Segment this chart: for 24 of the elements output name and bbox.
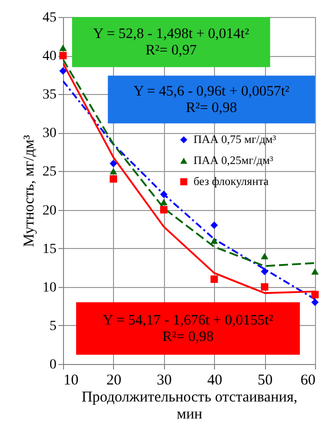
x-axis-title: Продолжительность отстаивания, мин	[82, 390, 298, 422]
y-tick-label: 40	[42, 49, 56, 64]
y-tick-label: 15	[42, 242, 56, 257]
x-tick-label: 10	[64, 372, 78, 388]
y-tick-label: 25	[42, 164, 56, 180]
x-tick-label: 60	[300, 372, 316, 388]
legend-label: ПАА 0,25мг/дм³	[194, 154, 274, 167]
y-tick-label: 20	[42, 203, 56, 218]
annotation: Y = 54,17 - 1,676t + 0,0155t² R²= 0,98	[102, 312, 274, 346]
y-tick-label: 10	[42, 280, 56, 296]
y-tick-label: 0	[50, 358, 56, 372]
y-tick-label: 5	[50, 318, 56, 334]
x-tick-label: 50	[258, 372, 273, 388]
legend-label: без флокулянта	[194, 176, 269, 188]
y-tick-label: 30	[42, 126, 56, 142]
x-tick-label: 40	[207, 372, 222, 388]
y-axis-title: Мутность, мг/дм³	[22, 134, 38, 247]
y-tick-label: 45	[42, 10, 56, 26]
x-tick-label: 30	[156, 372, 172, 388]
annotation: Y = 45,6 - 0,96t + 0,0057t² R²= 0,98	[133, 84, 290, 116]
legend-label: ПАА 0,75 мг/дм³	[194, 134, 277, 146]
y-tick-label: 35	[42, 88, 56, 103]
x-tick-label: 20	[106, 372, 122, 388]
annotation: Y = 52,8 - 1,498t + 0,014t² R²= 0,97	[93, 26, 250, 59]
